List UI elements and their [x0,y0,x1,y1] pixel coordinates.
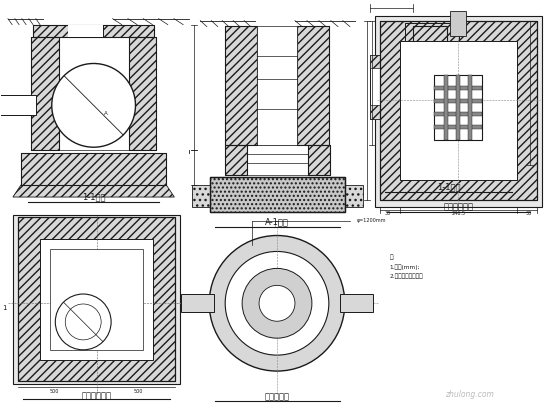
Bar [340,294,373,312]
Bar [435,87,482,90]
Polygon shape [13,185,174,197]
Bar [308,145,330,175]
Circle shape [52,63,136,147]
Bar [181,294,214,312]
Text: A: A [104,111,108,116]
Bar [13,215,180,384]
Circle shape [242,268,312,338]
Bar [225,26,257,145]
Bar [404,23,459,34]
Bar [257,26,297,145]
Text: 1: 1 [186,304,190,311]
Text: 500: 500 [50,389,59,394]
Bar [370,105,414,119]
Bar [380,21,537,200]
Bar [345,185,363,207]
Bar [435,125,482,129]
Text: 注:
1.单位(mm);
2.详尽见相关图纸。: 注: 1.单位(mm); 2.详尽见相关图纸。 [390,255,423,279]
Text: 500: 500 [134,389,143,394]
Bar [225,145,247,175]
Bar [380,21,537,200]
Bar [0,95,36,116]
Bar [0,95,28,116]
Bar [31,37,59,150]
Bar [31,37,59,150]
Bar [247,145,308,175]
Bar [18,217,175,381]
Text: 1: 1 [3,304,7,311]
Bar [413,26,447,165]
Bar [413,26,447,165]
Bar [128,37,156,150]
Bar [435,76,482,140]
Bar [225,145,247,175]
Text: 1-1剪面: 1-1剪面 [437,183,460,192]
Bar [33,25,155,37]
Bar [370,55,414,119]
Bar [59,37,128,150]
Bar [404,23,459,50]
Bar [308,145,330,175]
Bar [297,26,329,145]
Text: zhulong.com: zhulong.com [445,390,494,399]
Text: 1-1剪面: 1-1剪面 [82,192,105,202]
Text: 清水井平面图: 清水井平面图 [444,202,473,212]
Bar [435,100,482,103]
Bar [450,10,466,36]
Bar [404,23,459,50]
Bar [445,76,449,140]
Bar [68,25,102,37]
Text: 流沙井平面图: 流沙井平面图 [82,391,111,400]
Circle shape [209,236,345,371]
Bar [192,185,210,207]
Text: 弗得平面图: 弗得平面图 [264,392,290,401]
Text: 下: 下 [275,220,279,227]
Bar [400,41,517,180]
Text: A-1剪面: A-1剪面 [265,218,289,226]
Bar [447,76,517,92]
Bar [468,76,473,140]
Bar [33,25,155,37]
Bar [210,177,345,212]
Bar [456,76,460,140]
Circle shape [66,304,101,340]
Bar [210,177,345,212]
Bar [18,217,175,381]
Circle shape [259,285,295,321]
Bar [447,92,517,108]
Bar [375,16,542,207]
Bar [50,249,143,349]
Bar [21,153,166,185]
Text: 30: 30 [526,212,533,216]
Bar [435,112,482,116]
Text: 30: 30 [385,212,391,216]
Circle shape [225,252,329,355]
Text: φ=1200mm: φ=1200mm [357,218,386,223]
Bar [370,55,414,68]
Bar [128,37,156,150]
Bar [297,26,329,145]
Bar [225,26,257,145]
Circle shape [55,294,111,350]
Bar [21,153,166,185]
Bar [40,239,153,360]
Text: 246.5: 246.5 [451,212,465,216]
Bar [447,66,517,77]
